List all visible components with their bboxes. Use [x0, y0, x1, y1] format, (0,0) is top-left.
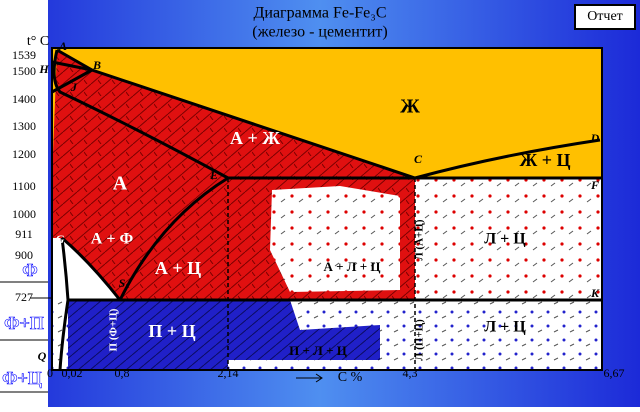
y-label: 727	[15, 290, 33, 304]
y-label: 1100	[12, 179, 36, 193]
region-label: А + Ц	[155, 258, 201, 278]
point-label: A	[58, 39, 67, 53]
point-label: K	[590, 286, 600, 300]
point-label: E	[209, 168, 218, 182]
x-label: 6,67	[604, 366, 625, 380]
y-label: 1200	[12, 147, 36, 161]
region-label: А + Л + Ц	[323, 259, 380, 274]
x-label: 0,02	[62, 366, 83, 380]
left-underlines	[0, 281, 52, 393]
point-label: H	[38, 62, 49, 76]
x-label: 4,3	[403, 366, 418, 380]
ledeburite-patch	[270, 186, 400, 292]
liquid-cementite-area	[415, 140, 602, 178]
region-label: П + Ц	[148, 321, 195, 341]
point-label: C	[414, 152, 423, 166]
y-label: 1300	[12, 119, 36, 133]
x-label: 0	[47, 366, 53, 380]
x-label: 0,8	[115, 366, 130, 380]
point-label: B	[92, 58, 101, 72]
y-label: 1500	[12, 64, 36, 78]
y-label: 1400	[12, 92, 36, 106]
pearlite-patch	[228, 300, 380, 360]
report-button-label[interactable]: Отчет	[587, 9, 623, 24]
region-label: Ж + Ц	[519, 150, 570, 170]
region-label: Л (П+Ц)	[414, 319, 426, 361]
region-label: А + Ж	[230, 128, 280, 148]
report-button[interactable]	[574, 4, 636, 30]
region-label: П (Ф+Ц)	[108, 308, 120, 351]
region-label: Ж	[400, 96, 420, 118]
ferrite-area	[52, 238, 120, 300]
point-label: F	[590, 178, 599, 192]
pearlite-cementite-area	[68, 300, 228, 370]
region-label: Л + Ц	[484, 231, 526, 248]
y-label: 1000	[12, 207, 36, 221]
ledeburite-area	[415, 178, 602, 300]
point-label: G	[56, 232, 65, 246]
region-label: А + Ф	[91, 231, 134, 248]
point-label: D	[590, 131, 600, 145]
y-label: 911	[15, 227, 33, 241]
x-arrow	[296, 373, 323, 383]
axis-panel	[0, 0, 48, 407]
y-label: 1539	[12, 48, 36, 62]
austenite-liquid-area	[52, 50, 415, 178]
phase-lines	[51, 47, 603, 371]
region-label: Л (А+Ц)	[414, 219, 426, 260]
dashed-lines	[227, 178, 416, 370]
y-label: 900	[15, 248, 33, 262]
region-label: А	[113, 173, 128, 195]
region-label: Л + Ц	[484, 319, 526, 336]
title: Диаграмма Fe-Fe₃C	[253, 5, 386, 22]
region-label: П + Л + Ц	[289, 343, 347, 358]
x-unit: C %	[338, 370, 363, 385]
x-label: 2,14	[218, 366, 239, 380]
point-label: Q	[38, 349, 47, 363]
left-label: Ф+П	[4, 313, 44, 333]
point-label: S	[119, 276, 126, 290]
subtitle: (железо - цементит)	[252, 24, 387, 41]
left-label: Ф+Ц	[2, 368, 42, 388]
left-label: Ф	[22, 260, 37, 280]
y-unit: t° C	[27, 34, 49, 49]
point-label: J	[70, 80, 78, 94]
